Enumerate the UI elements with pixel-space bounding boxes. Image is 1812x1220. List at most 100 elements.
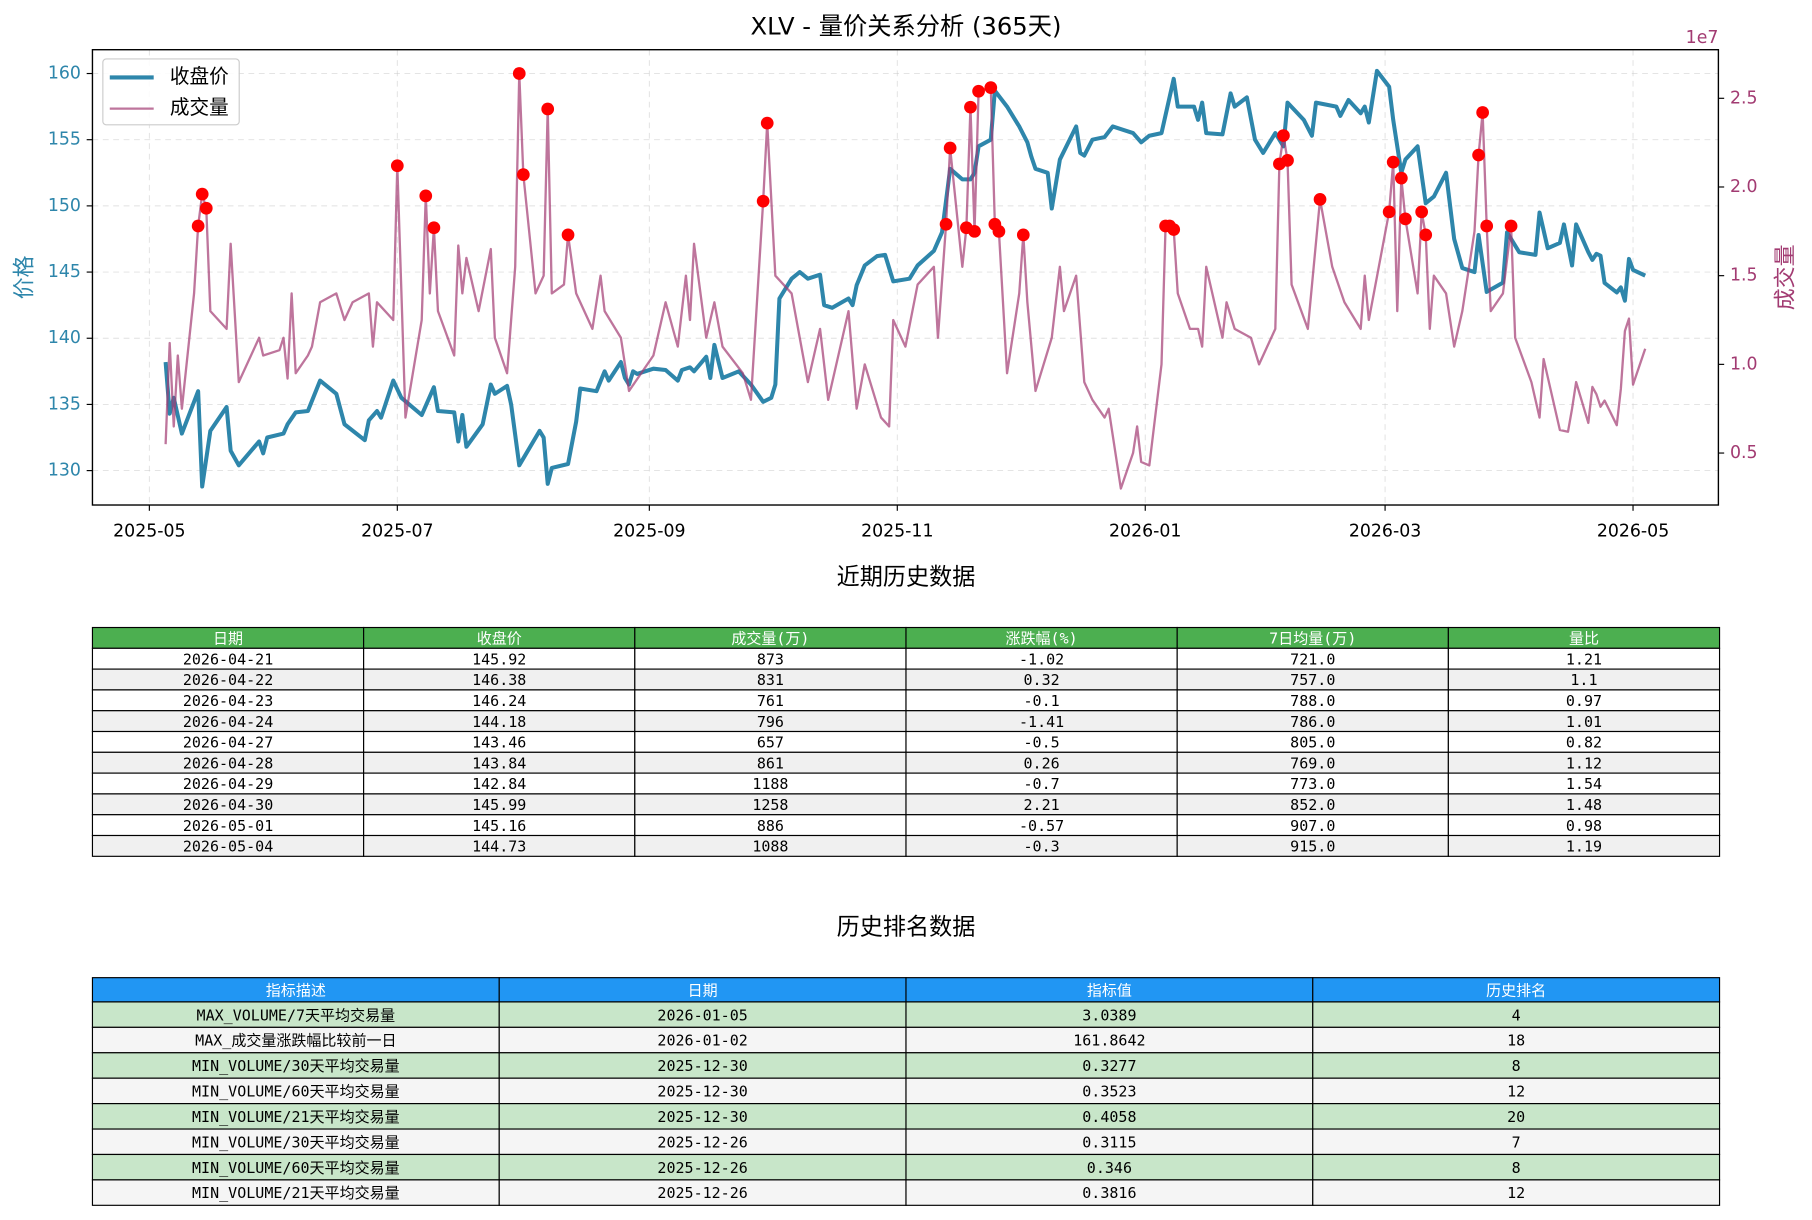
cell-text: 852.0 <box>1290 796 1335 814</box>
table-title: 近期历史数据 <box>837 564 976 590</box>
table-cell <box>1447 834 1721 857</box>
cell-text: MIN_VOLUME/21天平均交易量 <box>192 1108 400 1126</box>
table-cell <box>91 1179 500 1206</box>
cell-text: 142.84 <box>472 775 526 793</box>
x-tick-label: 2025-09 <box>613 522 685 542</box>
cell-text: 1.01 <box>1566 713 1602 731</box>
highlight-point <box>1016 228 1030 242</box>
highlight-point <box>512 67 526 80</box>
highlight-point <box>1480 219 1494 233</box>
cell-text: 7 <box>1512 1133 1521 1151</box>
highlight-point <box>760 116 774 130</box>
cell-text: 18 <box>1507 1032 1525 1050</box>
highlight-point <box>1382 205 1396 219</box>
cell-text: 757.0 <box>1290 671 1335 689</box>
table-cell <box>498 1026 907 1054</box>
cell-text: 1258 <box>752 796 788 814</box>
cell-text: 145.99 <box>472 796 526 814</box>
cell-text: 915.0 <box>1290 838 1335 856</box>
highlight-point <box>199 201 213 215</box>
y2-tick-label: 2.5 <box>1730 88 1758 108</box>
cell-text: -0.57 <box>1019 817 1064 835</box>
cell-text: 0.3277 <box>1082 1057 1136 1075</box>
series-line <box>163 68 1647 489</box>
cell-text: 143.46 <box>472 734 526 752</box>
highlight-point <box>195 187 209 201</box>
cell-text: 2.21 <box>1024 796 1060 814</box>
cell-text: 2025-12-30 <box>657 1083 747 1101</box>
cell-text: 0.97 <box>1566 692 1602 710</box>
cell-text: 788.0 <box>1290 692 1335 710</box>
table-cell <box>91 1077 500 1105</box>
cell-text: 886 <box>757 817 784 835</box>
cell-text: MAX_成交量涨跌幅比较前一日 <box>195 1032 396 1050</box>
cell-text: 1188 <box>752 775 788 793</box>
header-label: 日期 <box>688 981 718 999</box>
highlight-point <box>191 219 205 233</box>
cell-text: 721.0 <box>1290 650 1335 668</box>
y-tick-label: 135 <box>48 394 81 414</box>
table-cell <box>1312 1077 1721 1105</box>
table-cell <box>905 1103 1314 1130</box>
cell-text: 0.26 <box>1024 754 1060 772</box>
highlight-point <box>419 189 433 203</box>
highlight-point <box>1386 155 1400 169</box>
table-cell <box>91 1128 500 1156</box>
highlight-point <box>1313 193 1327 206</box>
cell-text: 1088 <box>752 838 788 856</box>
cell-text: MAX_VOLUME/7天平均交易量 <box>197 1006 396 1024</box>
table-cell <box>905 1026 1314 1054</box>
cell-text: 0.82 <box>1566 734 1602 752</box>
cell-text: 146.24 <box>472 692 526 710</box>
cell-text: -0.3 <box>1024 838 1060 856</box>
cell-text: 0.98 <box>1566 817 1602 835</box>
table-cell <box>1312 1103 1721 1130</box>
cell-text: MIN_VOLUME/60天平均交易量 <box>192 1159 400 1177</box>
header-label: 成交量(万) <box>731 630 809 648</box>
cell-text: 1.1 <box>1570 671 1597 689</box>
cell-text: 1.21 <box>1566 650 1602 668</box>
legend-label: 收盘价 <box>170 65 229 88</box>
highlight-point <box>1419 228 1433 242</box>
cell-text: 861 <box>757 754 784 772</box>
header-label: 历史排名 <box>1486 981 1546 999</box>
cell-text: 1.48 <box>1566 796 1602 814</box>
table-cell <box>1312 1001 1721 1028</box>
cell-text: 2025-12-30 <box>657 1108 747 1126</box>
cell-text: 3.0389 <box>1082 1006 1136 1024</box>
cell-text: 2026-04-24 <box>183 713 273 731</box>
y2-tick-label: 0.5 <box>1730 443 1758 463</box>
cell-text: 2025-12-26 <box>657 1133 747 1151</box>
cell-text: 0.4058 <box>1082 1108 1136 1126</box>
cell-text: 2026-01-05 <box>657 1006 747 1024</box>
cell-text: 2026-01-02 <box>657 1032 747 1050</box>
highlight-point <box>972 84 985 98</box>
table-cell <box>905 1001 1314 1028</box>
cell-text: 2026-04-21 <box>183 650 273 668</box>
cell-text: 657 <box>757 734 784 752</box>
x-tick-label: 2025-07 <box>361 522 433 542</box>
cell-text: 1.54 <box>1566 775 1602 793</box>
cell-text: 144.73 <box>472 838 526 856</box>
cell-text: 20 <box>1507 1108 1525 1126</box>
table-cell <box>1312 1179 1721 1206</box>
header-label: 量比 <box>1569 630 1599 648</box>
y-tick-label: 140 <box>48 328 81 348</box>
cell-text: -1.02 <box>1019 650 1064 668</box>
cell-text: 12 <box>1507 1083 1525 1101</box>
y2-axis-label: 成交量 <box>1774 244 1799 310</box>
cell-text: 2026-04-27 <box>183 734 273 752</box>
y-axis-label: 价格 <box>12 255 37 299</box>
cell-text: 2025-12-26 <box>657 1184 747 1202</box>
cell-text: 761 <box>757 692 784 710</box>
cell-text: -0.5 <box>1024 734 1060 752</box>
cell-text: 4 <box>1512 1006 1521 1024</box>
cell-text: 2026-04-30 <box>183 796 273 814</box>
cell-text: 0.3816 <box>1082 1184 1136 1202</box>
highlight-point <box>1167 223 1181 236</box>
table-cell <box>498 1128 907 1156</box>
x-tick-label: 2026-05 <box>1597 522 1669 542</box>
y2-offset-label: 1e7 <box>1686 28 1719 48</box>
y-tick-label: 145 <box>48 262 81 282</box>
